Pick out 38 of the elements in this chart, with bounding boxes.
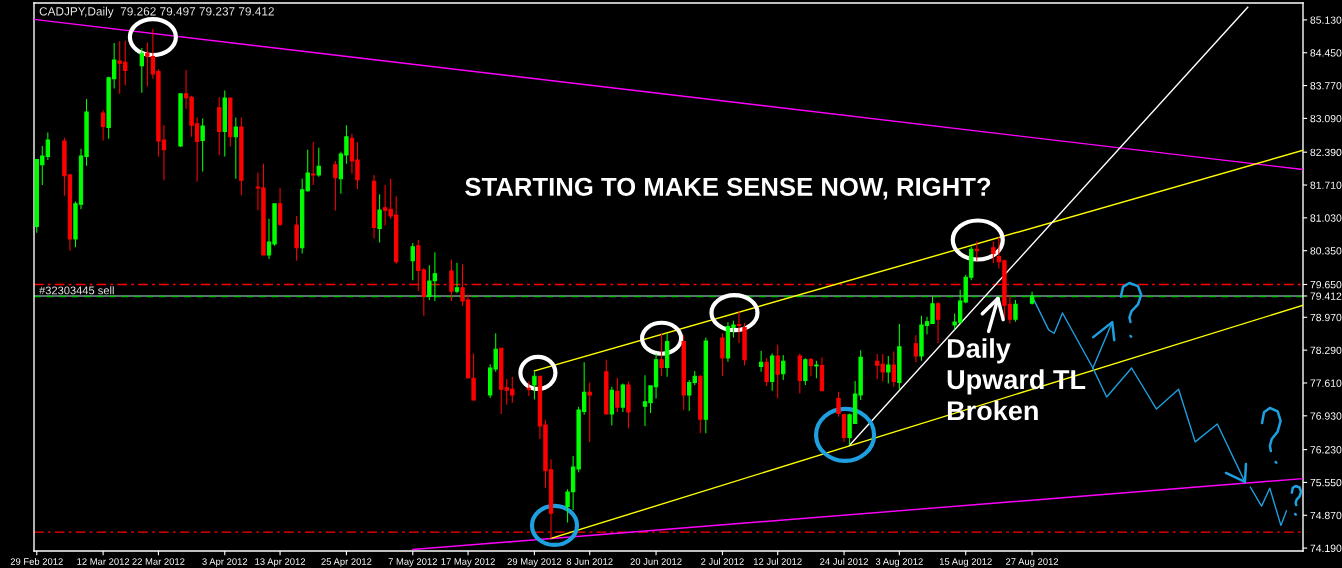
y-tick-label: 81.030 bbox=[1310, 214, 1342, 222]
y-tick-label: 80.350 bbox=[1310, 247, 1342, 255]
x-tick-label: 27 Aug 2012 bbox=[1006, 558, 1059, 567]
y-tick-label: 78.970 bbox=[1310, 313, 1342, 322]
y-tick-label: 83.090 bbox=[1310, 114, 1342, 123]
y-tick-label: 81.710 bbox=[1310, 181, 1342, 189]
x-tick-label: 2 Jul 2012 bbox=[701, 557, 744, 565]
y-tick-label: 74.190 bbox=[1310, 544, 1342, 552]
x-tick-label: 17 May 2012 bbox=[441, 558, 495, 567]
x-tick-label: 24 Jul 2012 bbox=[820, 557, 868, 565]
y-tick-label: 78.290 bbox=[1310, 346, 1342, 355]
x-tick-label: 3 Aug 2012 bbox=[875, 558, 923, 567]
y-tick-label: 76.230 bbox=[1310, 446, 1342, 454]
x-tick-label: 12 Mar 2012 bbox=[77, 558, 130, 565]
x-tick-label: 8 Jun 2012 bbox=[566, 558, 613, 565]
x-tick-label: 25 Apr 2012 bbox=[321, 558, 372, 567]
y-tick-label: 84.450 bbox=[1310, 49, 1342, 57]
y-tick-label: 79.650 bbox=[1310, 280, 1342, 289]
x-tick-label: 22 Mar 2012 bbox=[132, 558, 185, 565]
y-tick-label: 82.390 bbox=[1310, 148, 1342, 157]
y-tick-label: 75.550 bbox=[1310, 478, 1342, 487]
annotation: STARTING TO MAKE SENSE NOW, RIGHT? bbox=[465, 177, 991, 200]
x-tick-label: 13 Apr 2012 bbox=[255, 558, 306, 567]
x-tick-label: 15 Aug 2012 bbox=[939, 558, 992, 567]
ref-line-label: #32303445 sell bbox=[39, 286, 114, 295]
y-tick-label: 74.870 bbox=[1310, 511, 1342, 520]
x-tick-label: 3 Apr 2012 bbox=[202, 558, 248, 567]
y-tick-label: 83.770 bbox=[1310, 82, 1342, 90]
x-tick-label: 12 Jul 2012 bbox=[754, 557, 802, 565]
y-tick-label: 76.930 bbox=[1310, 412, 1342, 420]
y-tick-label: 79.412 bbox=[1310, 292, 1342, 300]
x-tick-label: 29 Feb 2012 bbox=[10, 557, 63, 565]
chart-title: CADJPY,Daily 79.262 79.497 79.237 79.412 bbox=[39, 6, 274, 18]
y-tick-label: 77.610 bbox=[1310, 379, 1342, 387]
y-tick-label: 85.130 bbox=[1310, 16, 1342, 24]
x-tick-label: 7 May 2012 bbox=[388, 558, 437, 567]
x-tick-label: 20 Jun 2012 bbox=[630, 558, 682, 565]
x-tick-label: 29 May 2012 bbox=[507, 558, 562, 567]
